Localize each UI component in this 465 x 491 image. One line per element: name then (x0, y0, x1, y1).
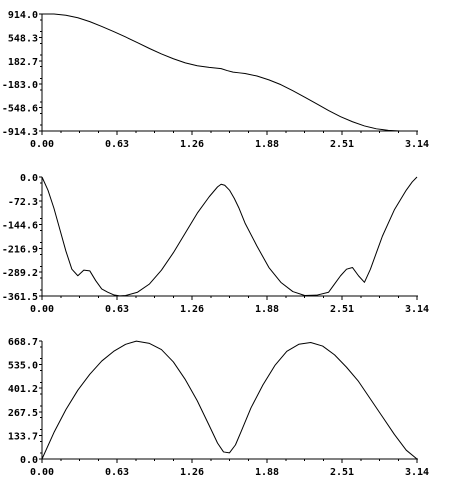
amplitude-y-tick-label: 133.7 (8, 431, 38, 442)
amplitude-x-tick-label: 1.26 (180, 467, 204, 478)
velocity-x-tick-label: 2.51 (330, 304, 354, 315)
amplitude-y-tick-label: 401.2 (8, 384, 38, 395)
velocity-y-tick-label: 0.0 (20, 173, 38, 184)
panel-velocity-chart: 0.0 -72.3 -144.6 -216.9 -289.2 -361.50.00 0.63… (2, 173, 429, 315)
amplitude-x-tick-label: 2.51 (330, 467, 354, 478)
velocity-x-tick-label: 1.26 (180, 304, 204, 315)
velocity-y-tick-label: -216.9 (2, 244, 38, 255)
position-x-tick-label: 2.51 (330, 139, 354, 150)
velocity-y-tick-label: -289.2 (2, 268, 38, 279)
amplitude-y-tick-label: 0.0 (20, 455, 38, 466)
amplitude-y-tick-label: 668.7 (8, 337, 38, 348)
amplitude-x-tick-label: 0.00 (30, 467, 54, 478)
velocity-x-tick-label: 0.63 (105, 304, 129, 315)
velocity-x-tick-label: 3.14 (405, 304, 429, 315)
panel-amplitude-chart: 668.7 535.0 401.2 267.5 133.7 0.00.00 0.63 1.26… (8, 337, 429, 478)
position-y-tick-label: -914.3 (2, 127, 38, 138)
position-x-tick-label: 0.63 (105, 139, 129, 150)
position-series-line (42, 13, 417, 132)
amplitude-x-tick-label: 3.14 (405, 467, 429, 478)
velocity-series-line (41, 176, 418, 297)
position-x-tick-label: 3.14 (405, 139, 429, 150)
position-y-tick-label: 548.3 (8, 33, 38, 44)
velocity-x-tick-label: 0.00 (30, 304, 54, 315)
velocity-y-tick-label: -361.5 (2, 292, 38, 303)
panel-position-chart: 914.0 548.3 182.7 -183.0 -548.6 -914.30.00 0.6… (2, 10, 429, 150)
velocity-x-tick-label: 1.88 (255, 304, 279, 315)
amplitude-x-tick-label: 1.88 (255, 467, 279, 478)
position-x-tick-label: 1.26 (180, 139, 204, 150)
position-y-tick-label: 182.7 (8, 57, 38, 68)
position-x-tick-label: 0.00 (30, 139, 54, 150)
position-x-tick-label: 1.88 (255, 139, 279, 150)
position-y-tick-label: -548.6 (2, 104, 38, 115)
amplitude-y-tick-label: 267.5 (8, 408, 38, 419)
position-y-tick-label: 914.0 (8, 10, 38, 21)
amplitude-x-tick-label: 0.63 (105, 467, 129, 478)
amplitude-series-line (41, 340, 418, 460)
position-y-tick-label: -183.0 (2, 80, 38, 91)
velocity-y-tick-label: -72.3 (8, 197, 38, 208)
velocity-y-tick-label: -144.6 (2, 221, 38, 232)
amplitude-y-tick-label: 535.0 (8, 361, 38, 372)
